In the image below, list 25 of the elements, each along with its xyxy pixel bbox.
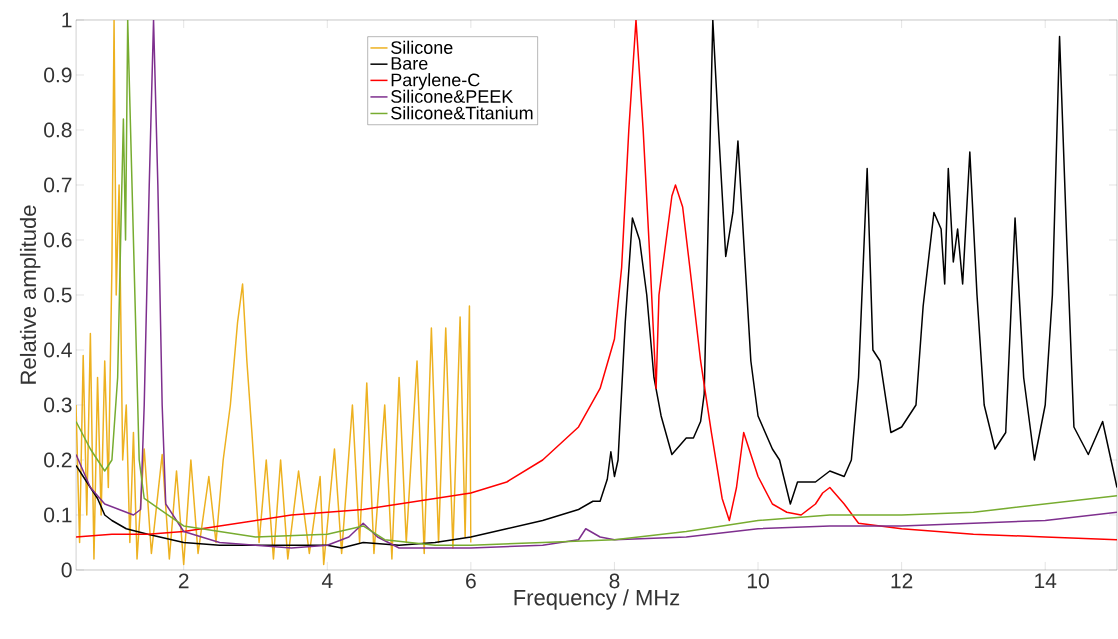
- y-tick-label: 0.7: [44, 177, 72, 193]
- y-tick-label: 0: [61, 562, 72, 578]
- x-tick-label: 6: [466, 573, 476, 589]
- x-tick-label: 10: [747, 573, 769, 589]
- x-tick-label: 2: [178, 573, 189, 589]
- x-axis-title: Frequency / MHz: [514, 589, 680, 610]
- x-tick-label: 12: [891, 573, 913, 589]
- y-tick-label: 0.4: [44, 342, 72, 358]
- y-tick-label: 0.9: [44, 67, 72, 83]
- y-tick-label: 0.1: [44, 507, 72, 523]
- y-tick-label: 0.5: [44, 287, 72, 303]
- legend-label: Silicone&Titanium: [391, 106, 533, 120]
- legend-label: Bare: [391, 57, 428, 70]
- y-tick-label: 0.2: [44, 452, 72, 468]
- y-tick-label: 0.3: [44, 397, 72, 413]
- x-tick-label: 4: [321, 573, 333, 588]
- legend-label: Silicone&PEEK: [391, 89, 514, 103]
- legend-label: Silicone: [391, 40, 453, 54]
- y-tick-label: 0.8: [44, 122, 72, 138]
- y-tick-label: 0.6: [44, 232, 72, 248]
- y-tick-label: 1: [62, 12, 72, 28]
- y-axis-title: Relative amplitude: [19, 205, 41, 384]
- x-tick-label: 8: [609, 573, 620, 589]
- legend-label: Parylene-C: [391, 73, 480, 90]
- x-tick-label: 14: [1035, 573, 1057, 588]
